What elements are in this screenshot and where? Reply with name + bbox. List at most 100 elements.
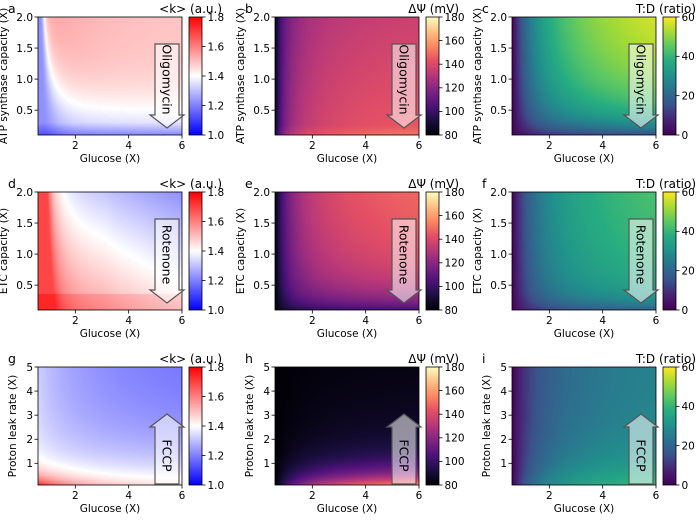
colorbar-frame (425, 16, 440, 136)
y-tick-label: 2.0 (253, 12, 270, 24)
treatment-label: FCCP (397, 439, 412, 472)
colorbar (426, 17, 439, 135)
y-tick-label: 2.0 (490, 12, 507, 24)
colorbar-tick-label: 40 (682, 51, 695, 63)
y-tick-label: 3 (500, 410, 507, 422)
y-tick-label: 5 (26, 362, 33, 374)
x-tick-label: 6 (416, 490, 423, 502)
treatment-label: Rotenone (634, 225, 649, 285)
colorbar-tick-label: 1.2 (208, 450, 225, 462)
x-tick-label: 6 (179, 490, 186, 502)
y-tick-label: 2.0 (16, 187, 33, 199)
x-axis-label: Glucose (X) (317, 503, 378, 515)
colorbar-label: T:D (ratio) (635, 2, 696, 16)
colorbar-tick-label: 0 (682, 130, 689, 142)
colorbar-label: ΔΨ (mV) (408, 2, 459, 16)
colorbar-tick-label: 80 (445, 130, 458, 142)
y-tick-label: 1.0 (253, 74, 270, 86)
y-axis-label: Proton leak rate (X) (244, 375, 256, 477)
y-tick-label: 2 (500, 434, 507, 446)
x-tick-label: 4 (362, 490, 369, 502)
colorbar (663, 192, 676, 310)
colorbar-label: ΔΨ (mV) (408, 177, 459, 191)
y-tick-label: 1.5 (253, 43, 270, 55)
panel-f (508, 191, 680, 314)
colorbar-tick-label: 100 (445, 281, 465, 293)
colorbar-tick-label: 140 (445, 409, 465, 421)
y-tick-label: 1.5 (490, 218, 507, 230)
x-tick-label: 6 (653, 140, 660, 152)
y-tick-label: 5 (263, 362, 270, 374)
x-axis-label: Glucose (X) (317, 153, 378, 165)
colorbar-tick-label: 20 (682, 440, 695, 452)
treatment-label: Oligomycin (397, 44, 412, 114)
y-tick-label: 0.5 (490, 105, 507, 117)
colorbar-tick-label: 180 (445, 362, 465, 374)
y-axis-label: ATP synthase capacity (X) (0, 8, 10, 144)
x-tick-label: 4 (599, 315, 606, 327)
panel-h (271, 366, 443, 489)
y-tick-label: 2 (263, 434, 270, 446)
y-tick-label: 0.5 (253, 280, 270, 292)
y-tick-label: 1 (263, 458, 270, 470)
down-arrow-icon (622, 43, 660, 129)
panel-letter: f (482, 176, 487, 191)
x-axis-label: Glucose (X) (554, 503, 615, 515)
colorbar-label: ΔΨ (mV) (408, 352, 459, 366)
up-arrow-icon (385, 413, 423, 485)
colorbar-tick-label: 80 (445, 305, 458, 317)
treatment-label: FCCP (160, 439, 175, 472)
y-tick-label: 0.5 (16, 105, 33, 117)
colorbar-tick-label: 1.0 (208, 305, 225, 317)
y-axis-label: Proton leak rate (X) (7, 375, 19, 477)
x-tick-label: 2 (309, 140, 316, 152)
x-tick-label: 6 (416, 140, 423, 152)
panel-e (271, 191, 443, 314)
panel-letter: h (245, 351, 253, 366)
panel-letter: a (8, 1, 16, 16)
x-tick-label: 4 (362, 140, 369, 152)
axes-frame (37, 191, 183, 311)
colorbar-tick-label: 1.8 (208, 362, 225, 374)
colorbar-frame (425, 366, 440, 486)
panel-i (508, 366, 680, 489)
down-arrow-icon (385, 43, 423, 129)
y-axis-label: Proton leak rate (X) (481, 375, 493, 477)
y-tick-label: 0.5 (253, 105, 270, 117)
panel-c (508, 16, 680, 139)
y-axis-label: ATP synthase capacity (X) (235, 8, 247, 144)
x-tick-label: 4 (599, 490, 606, 502)
y-axis-label: ATP synthase capacity (X) (472, 8, 484, 144)
colorbar-tick-label: 20 (682, 90, 695, 102)
axes-frame (511, 16, 657, 136)
colorbar-label: <k> (a.u.) (159, 2, 222, 16)
axes-frame (37, 16, 183, 136)
y-tick-label: 2.0 (253, 187, 270, 199)
y-tick-label: 3 (263, 410, 270, 422)
x-tick-label: 4 (125, 315, 132, 327)
colorbar-tick-label: 1.0 (208, 480, 225, 492)
treatment-label: Oligomycin (634, 44, 649, 114)
y-axis-label: ETC capacity (X) (472, 208, 484, 294)
treatment-label: Rotenone (160, 225, 175, 285)
x-tick-label: 4 (125, 490, 132, 502)
colorbar-tick-label: 120 (445, 258, 465, 270)
x-tick-label: 6 (179, 315, 186, 327)
colorbar-tick-label: 180 (445, 12, 465, 24)
colorbar (189, 17, 202, 135)
colorbar-frame (662, 366, 677, 486)
colorbar-tick-label: 100 (445, 456, 465, 468)
colorbar-frame (662, 191, 677, 311)
panel-letter: e (245, 176, 253, 191)
down-arrow-icon (622, 218, 660, 304)
y-tick-label: 1.0 (16, 74, 33, 86)
y-tick-label: 4 (263, 386, 270, 398)
y-tick-label: 2 (26, 434, 33, 446)
colorbar (189, 192, 202, 310)
axes-frame (274, 191, 420, 311)
panel-g (34, 366, 206, 489)
x-tick-label: 6 (653, 315, 660, 327)
colorbar-tick-label: 160 (445, 210, 465, 222)
x-tick-label: 6 (653, 490, 660, 502)
